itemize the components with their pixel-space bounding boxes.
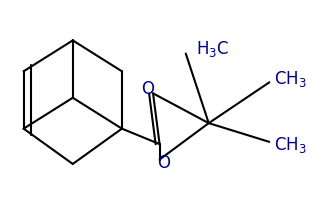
Text: CH$_3$: CH$_3$ <box>274 135 307 155</box>
Text: CH$_3$: CH$_3$ <box>274 69 307 89</box>
Text: H$_3$C: H$_3$C <box>196 39 229 59</box>
Text: O: O <box>157 154 170 172</box>
Text: O: O <box>141 80 154 98</box>
